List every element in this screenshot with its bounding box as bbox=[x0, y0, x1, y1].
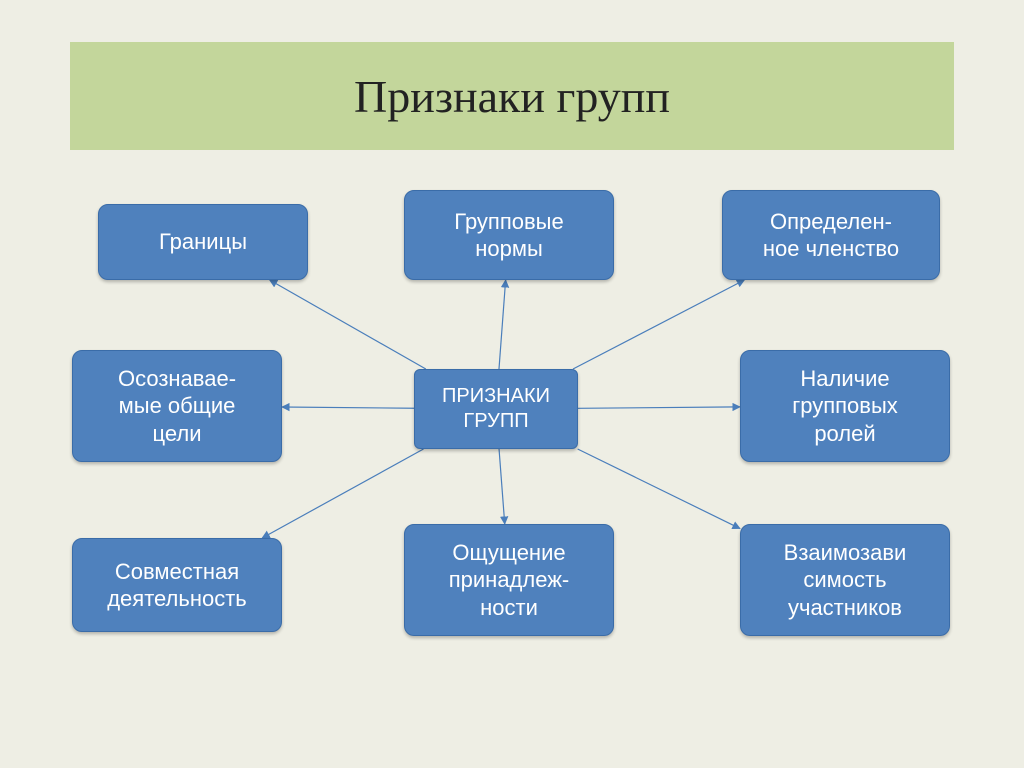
node-label: Ощущениепринадлеж-ности bbox=[449, 539, 570, 622]
node-label: Границы bbox=[159, 228, 247, 256]
edge-goals bbox=[282, 407, 414, 408]
node-roles: Наличиегрупповыхролей bbox=[740, 350, 950, 462]
edge-belonging bbox=[499, 449, 505, 524]
page-title: Признаки групп bbox=[354, 70, 670, 123]
node-membership: Определен-ное членство bbox=[722, 190, 940, 280]
title-bar: Признаки групп bbox=[70, 42, 954, 150]
node-boundaries: Границы bbox=[98, 204, 308, 280]
node-label: Взаимозависимостьучастников bbox=[784, 539, 907, 622]
node-interdep: Взаимозависимостьучастников bbox=[740, 524, 950, 636]
node-norms: Групповыенормы bbox=[404, 190, 614, 280]
node-activity: Совместнаядеятельность bbox=[72, 538, 282, 632]
node-label: ПРИЗНАКИГРУПП bbox=[442, 384, 550, 434]
edge-boundaries bbox=[270, 280, 426, 369]
center-node: ПРИЗНАКИГРУПП bbox=[414, 369, 578, 449]
edge-membership bbox=[573, 280, 744, 369]
node-goals: Осознавае-мые общиецели bbox=[72, 350, 282, 462]
edge-interdep bbox=[578, 449, 740, 529]
edge-roles bbox=[578, 407, 740, 408]
node-label: Групповыенормы bbox=[454, 208, 563, 263]
node-label: Совместнаядеятельность bbox=[107, 558, 247, 613]
node-label: Определен-ное членство bbox=[763, 208, 899, 263]
node-label: Осознавае-мые общиецели bbox=[118, 365, 236, 448]
node-label: Наличиегрупповыхролей bbox=[792, 365, 898, 448]
node-belonging: Ощущениепринадлеж-ности bbox=[404, 524, 614, 636]
edge-activity bbox=[262, 449, 423, 538]
edge-norms bbox=[499, 280, 506, 369]
